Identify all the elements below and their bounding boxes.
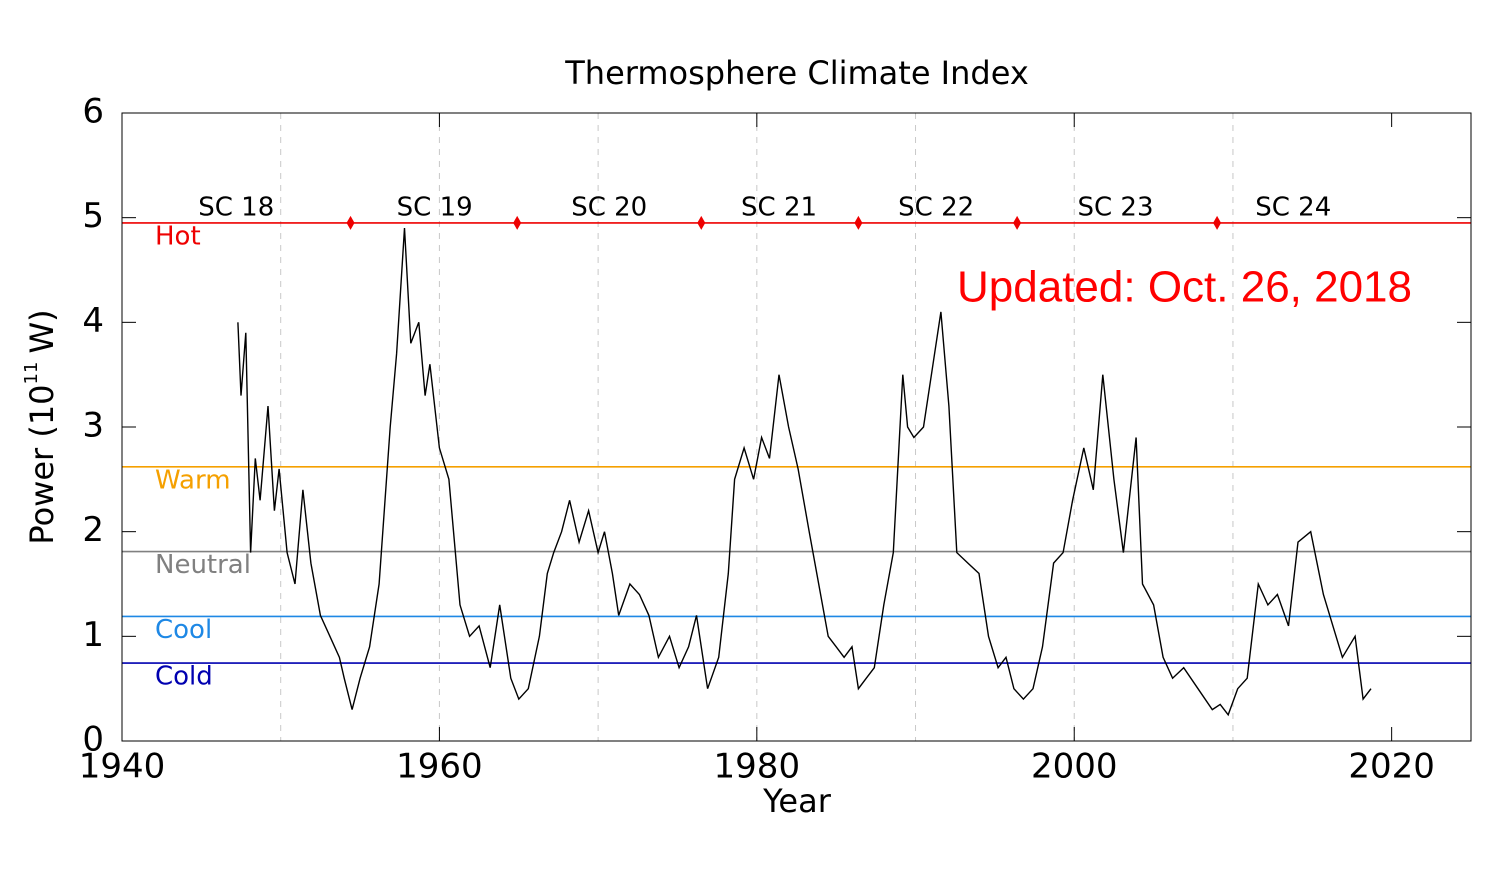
cycle-label: SC 21	[741, 192, 817, 222]
y-tick-label: 0	[82, 720, 104, 760]
y-tick-label: 6	[82, 92, 104, 132]
cycle-label: SC 22	[898, 192, 974, 222]
y-axis-label: Power (1011 W)	[21, 309, 61, 544]
cycle-label: SC 20	[571, 192, 647, 222]
y-tick-label: 1	[82, 615, 104, 655]
y-tick-label: 2	[82, 510, 104, 550]
y-tick-label: 3	[82, 406, 104, 446]
y-label-base: Power (10	[23, 384, 61, 544]
y-label-exponent: 11	[21, 362, 42, 385]
cycle-boundary	[854, 215, 863, 230]
threshold-label: Neutral	[155, 550, 251, 580]
threshold-label: Cold	[155, 662, 213, 692]
y-tick-label: 5	[82, 196, 104, 236]
x-tick-label: 1940	[79, 747, 166, 787]
cycle-boundary	[346, 215, 355, 230]
x-tick-label: 2020	[1348, 747, 1435, 787]
cycle-label: SC 18	[198, 192, 274, 222]
cycle-boundary	[1013, 215, 1022, 230]
annotation: Updated: Oct. 26, 2018	[957, 263, 1412, 312]
y-label-unit: W)	[23, 309, 61, 353]
cycle-label: SC 19	[397, 192, 473, 222]
x-axis-label: Year	[762, 782, 832, 820]
threshold-label: Cool	[155, 615, 212, 645]
cycle-boundary	[513, 215, 522, 230]
data-line	[237, 228, 1372, 717]
chart-title: Thermosphere Climate Index	[564, 54, 1029, 92]
cycle-boundary	[697, 215, 706, 230]
cycle-boundary	[1213, 215, 1222, 230]
cycle-label: SC 23	[1077, 192, 1153, 222]
threshold-label: Warm	[155, 465, 231, 495]
threshold-label: Hot	[155, 221, 201, 251]
x-tick-label: 1960	[396, 747, 483, 787]
cycle-label: SC 24	[1255, 192, 1331, 222]
x-tick-label: 2000	[1031, 747, 1118, 787]
x-tick-label: 1980	[714, 747, 801, 787]
y-tick-label: 4	[82, 301, 104, 341]
